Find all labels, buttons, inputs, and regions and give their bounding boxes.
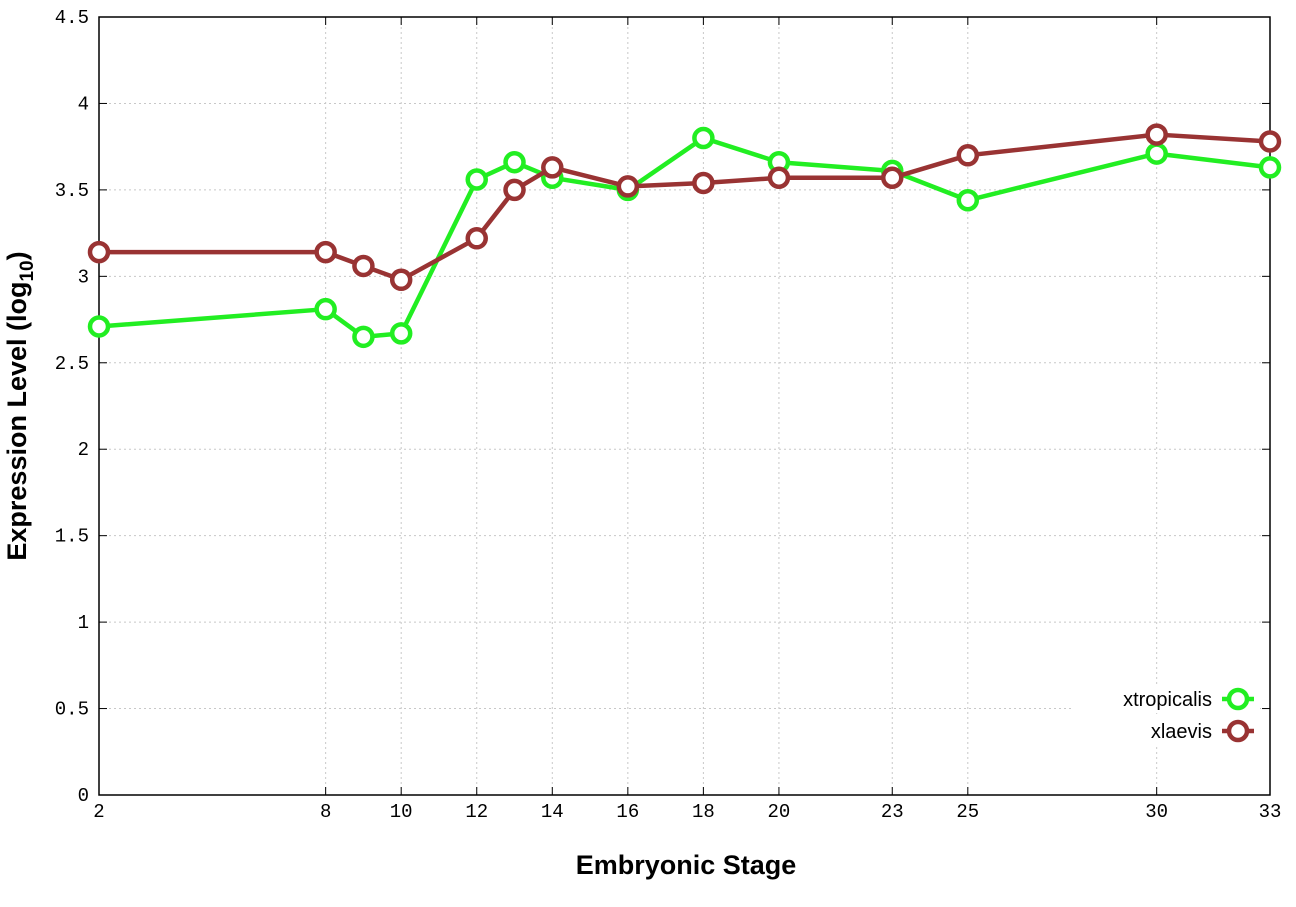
- y-tick-label: 2.5: [55, 353, 89, 375]
- data-point-xtropicalis: [1258, 156, 1282, 179]
- data-point-xlaevis: [881, 166, 904, 190]
- legend-item-xtropicalis: xtropicalis: [1074, 685, 1260, 713]
- x-tick-label: 30: [1145, 801, 1168, 823]
- x-tick-label: 33: [1259, 801, 1282, 823]
- data-point-xlaevis: [352, 254, 375, 278]
- x-axis-title: Embryonic Stage: [576, 850, 797, 880]
- y-axis-title: Expression Level (log10): [2, 251, 38, 560]
- legend-label: xtropicalis: [1123, 689, 1212, 711]
- data-point-xlaevis: [389, 268, 413, 292]
- x-tick-label: 12: [465, 801, 488, 823]
- data-point-xlaevis: [87, 240, 111, 264]
- legend-swatch-marker: [1226, 719, 1250, 743]
- data-point-xlaevis: [503, 178, 526, 202]
- y-axis-title-main: Expression Level (log: [2, 282, 32, 561]
- series-line-xtropicalis: [98, 135, 1271, 340]
- series-line-xlaevis: [99, 132, 1271, 283]
- series-xtropicalis: [87, 126, 1282, 349]
- legend-item-xlaevis: xlaevis: [1074, 717, 1260, 745]
- y-axis-title-subscript: 10: [17, 260, 38, 281]
- x-tick-label: 2: [93, 801, 104, 823]
- data-point-xlaevis: [767, 166, 791, 190]
- x-tick-label: 14: [541, 801, 564, 823]
- data-point-xtropicalis: [389, 322, 413, 345]
- data-point-xlaevis: [541, 156, 564, 179]
- y-tick-label: 0.5: [55, 699, 89, 721]
- y-tick-label: 1: [78, 612, 89, 634]
- y-axis-title-close: ): [2, 251, 32, 260]
- data-point-xtropicalis: [1145, 142, 1168, 165]
- data-point-xlaevis: [314, 240, 337, 264]
- x-tick-label: 23: [881, 801, 904, 823]
- x-tick-label: 10: [390, 801, 413, 823]
- data-point-xtropicalis: [87, 315, 111, 338]
- x-tick-label: 16: [616, 801, 639, 823]
- legend-swatch-marker: [1226, 687, 1250, 711]
- legend-label: xlaevis: [1151, 721, 1212, 743]
- legend: xtropicalis xlaevis: [1074, 685, 1260, 745]
- series-xlaevis: [87, 123, 1282, 292]
- y-tick-label: 4: [78, 93, 89, 115]
- y-tick-label: 1.5: [55, 526, 89, 548]
- axis-ticks: 2 8 10 12 14 16 18 20 23 25 30 33 0 0.5 1 1.5 2 2.5 3 3.5 4 4…: [55, 7, 1282, 823]
- data-point-xtropicalis: [692, 126, 715, 150]
- data-point-xtropicalis: [314, 297, 337, 321]
- y-tick-label: 2: [78, 439, 89, 461]
- data-point-xlaevis: [692, 171, 715, 195]
- data-point-xtropicalis: [956, 189, 980, 212]
- y-tick-label: 3.5: [55, 180, 89, 202]
- x-tick-label: 20: [768, 801, 791, 823]
- data-point-xlaevis: [1145, 123, 1168, 146]
- y-tick-label: 0: [78, 785, 89, 807]
- data-point-xtropicalis: [465, 168, 488, 191]
- y-tick-label: 4.5: [55, 7, 89, 29]
- data-point-xlaevis: [956, 144, 980, 167]
- grid: [99, 17, 1270, 795]
- x-tick-label: 8: [320, 801, 331, 823]
- data-point-xlaevis: [465, 227, 488, 250]
- data-point-xtropicalis: [352, 325, 375, 349]
- series-group: [87, 123, 1282, 349]
- x-tick-label: 18: [692, 801, 715, 823]
- data-point-xtropicalis: [503, 150, 526, 174]
- data-point-xlaevis: [1258, 130, 1282, 153]
- y-tick-label: 3: [78, 266, 89, 288]
- data-point-xlaevis: [616, 175, 640, 198]
- x-tick-label: 25: [956, 801, 979, 823]
- plot-frame: [98, 16, 1271, 796]
